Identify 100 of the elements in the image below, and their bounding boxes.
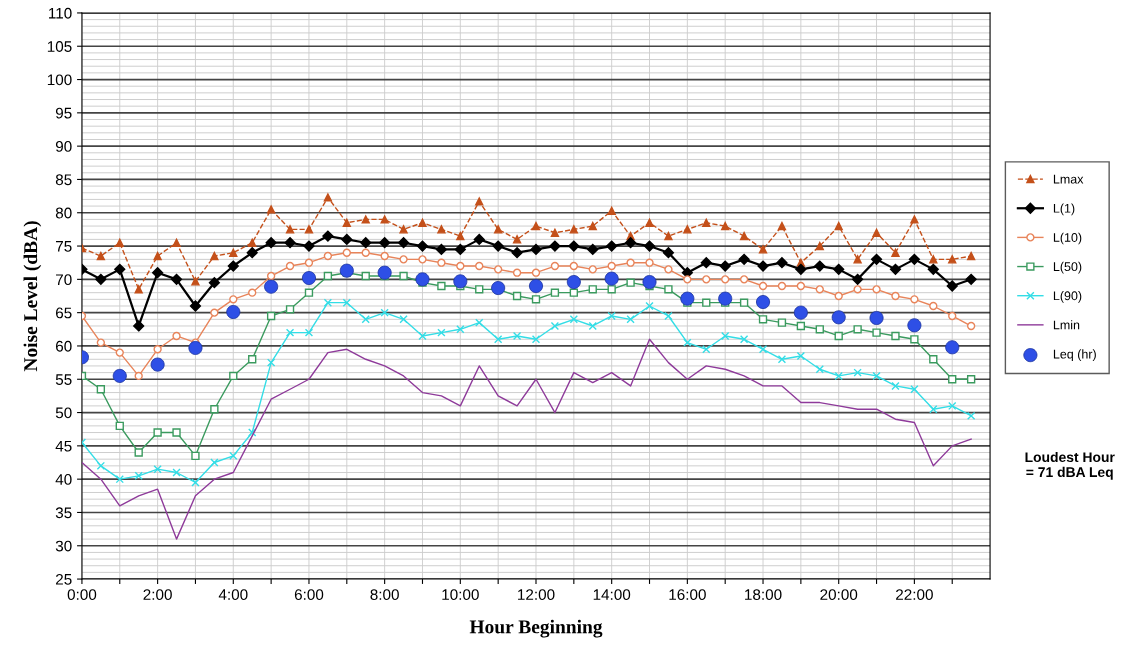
point bbox=[153, 345, 162, 354]
point bbox=[664, 265, 673, 274]
point bbox=[210, 251, 219, 261]
point bbox=[152, 267, 164, 279]
line-series bbox=[81, 338, 972, 540]
point bbox=[114, 263, 126, 275]
point bbox=[587, 243, 599, 255]
point bbox=[683, 338, 692, 347]
point bbox=[475, 197, 484, 206]
point bbox=[908, 253, 920, 265]
point bbox=[758, 245, 768, 254]
y-tick-label: 80 bbox=[55, 207, 72, 219]
point bbox=[739, 335, 749, 344]
point bbox=[229, 371, 238, 381]
point bbox=[210, 458, 219, 467]
point bbox=[248, 428, 257, 437]
point bbox=[361, 215, 370, 224]
y-tick-label: 55 bbox=[55, 374, 72, 385]
point bbox=[796, 281, 806, 291]
point bbox=[569, 288, 579, 297]
point bbox=[342, 248, 351, 257]
point bbox=[643, 240, 656, 252]
point bbox=[96, 385, 106, 394]
x-tick-label: 16:00 bbox=[669, 589, 706, 601]
point bbox=[361, 248, 370, 257]
point bbox=[531, 221, 541, 231]
point bbox=[266, 205, 276, 214]
point bbox=[189, 300, 202, 312]
point bbox=[397, 237, 410, 249]
point bbox=[285, 328, 295, 337]
point bbox=[210, 405, 219, 414]
point bbox=[664, 311, 673, 321]
point bbox=[966, 321, 976, 331]
point bbox=[475, 318, 484, 327]
point bbox=[607, 311, 616, 321]
point bbox=[702, 275, 711, 284]
point bbox=[133, 320, 145, 332]
point bbox=[910, 385, 919, 394]
point bbox=[796, 351, 806, 361]
point bbox=[966, 411, 976, 421]
point bbox=[758, 315, 768, 324]
legend-label: L(90) bbox=[1053, 291, 1082, 303]
y-tick-label: 40 bbox=[55, 474, 72, 485]
point bbox=[929, 301, 938, 311]
x-tick-label: 22:00 bbox=[896, 589, 933, 601]
point bbox=[739, 275, 749, 284]
point bbox=[304, 288, 314, 297]
point bbox=[702, 218, 711, 227]
point bbox=[683, 275, 692, 284]
point bbox=[889, 263, 902, 275]
point bbox=[853, 255, 862, 264]
point bbox=[948, 375, 957, 384]
point bbox=[285, 305, 295, 314]
point bbox=[153, 465, 162, 474]
point bbox=[758, 345, 768, 354]
point bbox=[342, 218, 351, 227]
x-tick-label: 14:00 bbox=[593, 589, 631, 601]
point bbox=[606, 240, 618, 252]
point bbox=[569, 225, 579, 234]
point bbox=[266, 358, 276, 367]
point bbox=[475, 261, 484, 271]
point bbox=[834, 291, 843, 301]
point bbox=[721, 275, 730, 284]
point bbox=[115, 238, 124, 247]
point bbox=[550, 261, 560, 271]
point bbox=[512, 235, 522, 244]
point bbox=[266, 311, 276, 321]
point bbox=[323, 298, 333, 307]
point bbox=[115, 474, 124, 484]
point bbox=[512, 268, 522, 277]
point bbox=[456, 231, 465, 241]
point bbox=[229, 451, 238, 461]
point bbox=[815, 285, 824, 294]
point bbox=[569, 315, 579, 324]
legend-label: Lmin bbox=[1053, 320, 1080, 330]
point bbox=[115, 421, 124, 431]
point bbox=[929, 405, 938, 414]
point bbox=[399, 315, 408, 324]
point bbox=[380, 251, 389, 261]
point bbox=[134, 285, 143, 294]
point bbox=[491, 281, 506, 296]
point bbox=[833, 263, 845, 275]
point bbox=[815, 241, 824, 251]
point bbox=[664, 285, 673, 294]
point bbox=[588, 321, 597, 331]
point bbox=[662, 247, 675, 259]
point bbox=[323, 193, 333, 202]
legend-label: L(1) bbox=[1053, 203, 1075, 216]
point bbox=[493, 335, 503, 344]
x-tick-label: 18:00 bbox=[745, 589, 782, 601]
point bbox=[172, 428, 181, 437]
point bbox=[493, 265, 503, 274]
point bbox=[399, 271, 408, 281]
point bbox=[95, 273, 107, 285]
point bbox=[492, 240, 504, 252]
y-tick-label: 35 bbox=[55, 507, 72, 519]
point bbox=[322, 230, 334, 242]
point bbox=[96, 461, 106, 471]
point bbox=[966, 251, 976, 261]
point bbox=[416, 240, 429, 252]
